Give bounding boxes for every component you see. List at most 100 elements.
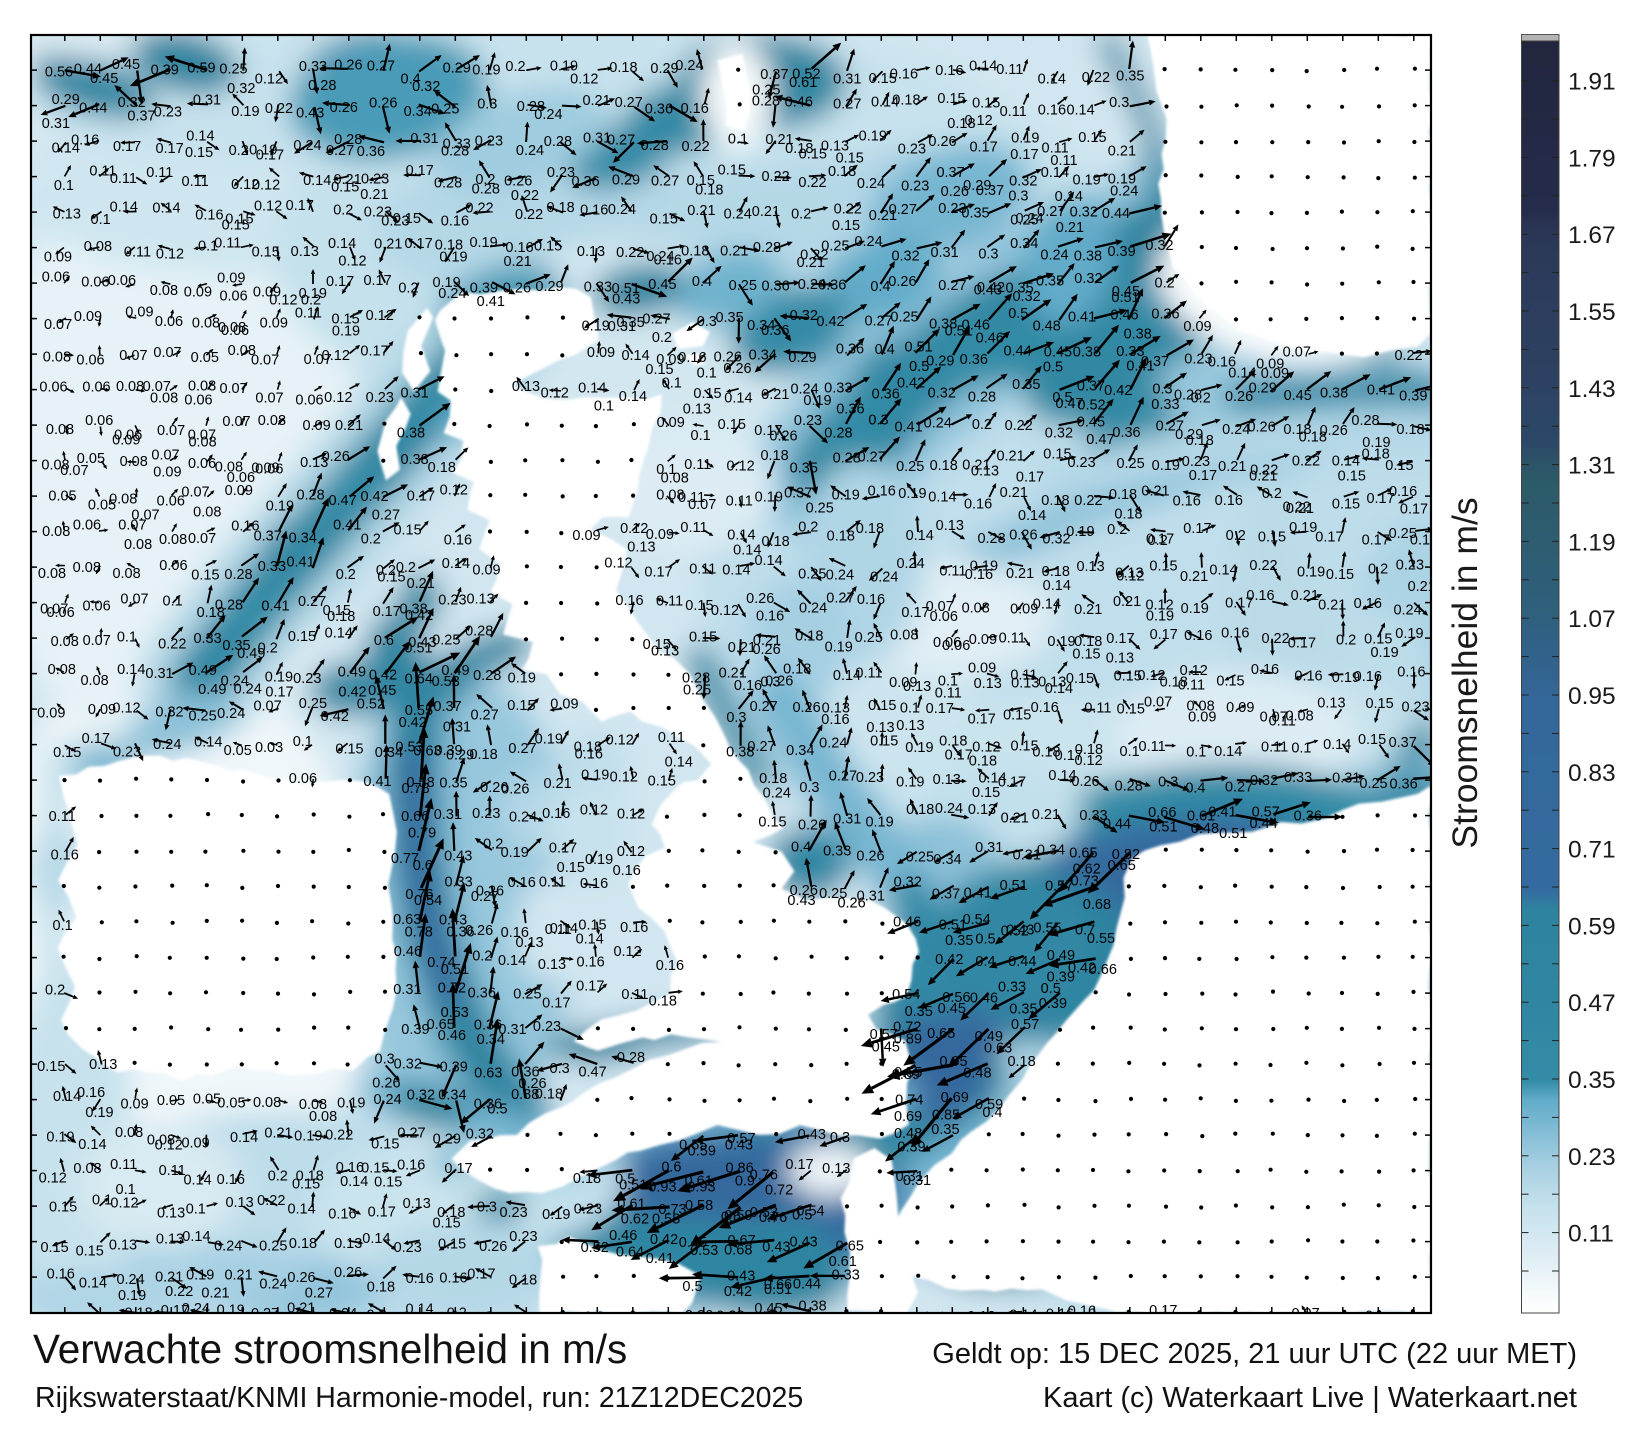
svg-text:0: 0: [1365, 1309, 1373, 1325]
svg-text:0.14: 0.14: [754, 553, 782, 569]
svg-text:0.25: 0.25: [683, 682, 711, 698]
svg-text:0.25: 0.25: [432, 633, 460, 649]
svg-text:Rijkswaterstaat/KNMI Harmonie-: Rijkswaterstaat/KNMI Harmonie-model, run…: [35, 1382, 803, 1414]
svg-text:0.28: 0.28: [1174, 388, 1202, 404]
svg-text:0.39: 0.39: [470, 280, 498, 296]
svg-text:0.14: 0.14: [186, 129, 214, 145]
svg-text:0.36: 0.36: [468, 986, 496, 1002]
svg-text:0.09: 0.09: [969, 632, 997, 648]
svg-text:0.06: 0.06: [82, 598, 110, 614]
svg-text:0.43: 0.43: [408, 635, 436, 651]
svg-text:0.19: 0.19: [1297, 565, 1325, 581]
svg-text:0.36: 0.36: [818, 277, 846, 293]
svg-text:0.57: 0.57: [1045, 878, 1073, 894]
svg-text:0.47: 0.47: [328, 493, 356, 509]
svg-text:0.17: 0.17: [161, 1303, 189, 1319]
svg-text:1.07: 1.07: [1568, 606, 1616, 633]
svg-text:0.49: 0.49: [189, 663, 217, 679]
svg-text:0.26: 0.26: [330, 100, 358, 116]
svg-text:0.13: 0.13: [1115, 566, 1143, 582]
svg-text:0.16: 0.16: [397, 1158, 425, 1174]
svg-text:0.25: 0.25: [1389, 526, 1417, 542]
svg-text:0.41: 0.41: [894, 420, 922, 436]
svg-text:0.16: 0.16: [656, 958, 684, 974]
svg-text:0.32: 0.32: [928, 386, 956, 402]
svg-text:0.44: 0.44: [793, 1277, 821, 1293]
svg-text:0.5: 0.5: [487, 1102, 507, 1118]
svg-text:0.15: 0.15: [758, 815, 786, 831]
svg-text:0.21: 0.21: [1291, 588, 1319, 604]
svg-text:0.21: 0.21: [752, 204, 780, 220]
svg-text:0.5: 0.5: [682, 1279, 702, 1295]
svg-text:0.16: 0.16: [439, 1270, 467, 1286]
svg-text:0.12: 0.12: [440, 482, 468, 498]
svg-text:0.2: 0.2: [1368, 562, 1388, 578]
svg-text:0.61: 0.61: [789, 75, 817, 91]
svg-text:0.62: 0.62: [621, 1212, 649, 1228]
svg-text:0.14: 0.14: [1214, 744, 1242, 760]
svg-text:0.06: 0.06: [295, 393, 323, 409]
svg-text:0.29: 0.29: [1175, 427, 1203, 443]
svg-text:0.21: 0.21: [1000, 485, 1028, 501]
svg-text:0.12: 0.12: [711, 603, 739, 619]
svg-text:0.4: 0.4: [975, 954, 995, 970]
svg-text:0.45: 0.45: [872, 1039, 900, 1055]
svg-text:0.59: 0.59: [724, 1208, 752, 1224]
svg-text:0.26: 0.26: [369, 95, 397, 111]
svg-text:0.09: 0.09: [74, 309, 102, 325]
svg-text:0.19: 0.19: [501, 845, 529, 861]
svg-text:0.13: 0.13: [334, 1236, 362, 1252]
svg-text:0.08: 0.08: [309, 1109, 337, 1125]
svg-text:0.07: 0.07: [222, 414, 250, 430]
svg-text:0.21: 0.21: [962, 457, 990, 473]
svg-text:1.55: 1.55: [1568, 299, 1616, 326]
svg-text:0.42: 0.42: [338, 684, 366, 700]
svg-text:0.08: 0.08: [192, 316, 220, 332]
svg-text:0.09: 0.09: [225, 483, 253, 499]
svg-text:Kaart (c) Waterkaart Live | Wa: Kaart (c) Waterkaart Live | Waterkaart.n…: [1043, 1382, 1577, 1414]
svg-text:0.1: 0.1: [1291, 741, 1311, 757]
svg-text:0.33: 0.33: [299, 59, 327, 75]
svg-text:0.33: 0.33: [258, 559, 286, 575]
svg-text:0.26: 0.26: [476, 884, 504, 900]
svg-text:0.27: 0.27: [298, 594, 326, 610]
svg-text:0.17: 0.17: [1400, 502, 1428, 518]
svg-text:0.18: 0.18: [1186, 433, 1214, 449]
svg-text:0.26: 0.26: [501, 782, 529, 798]
svg-text:0.37: 0.37: [976, 183, 1004, 199]
svg-text:0.17: 0.17: [1366, 491, 1394, 507]
svg-text:0.23: 0.23: [499, 1205, 527, 1221]
svg-text:0.12: 0.12: [570, 71, 598, 87]
svg-text:0.09: 0.09: [88, 702, 116, 718]
svg-text:0.15: 0.15: [1385, 458, 1413, 474]
svg-text:0.1: 0.1: [728, 131, 748, 147]
svg-text:0.49: 0.49: [237, 646, 265, 662]
svg-text:0.17: 0.17: [1106, 631, 1134, 647]
svg-text:0.31: 0.31: [833, 812, 861, 828]
svg-text:0.49: 0.49: [975, 1029, 1003, 1045]
svg-text:0.09: 0.09: [1183, 319, 1211, 335]
svg-text:1.79: 1.79: [1568, 145, 1616, 172]
svg-text:0.26: 0.26: [1225, 389, 1253, 405]
svg-text:0.19: 0.19: [1152, 458, 1180, 474]
svg-text:0.22: 0.22: [257, 1193, 285, 1209]
svg-text:0.27: 0.27: [826, 591, 854, 607]
svg-text:0.11: 0.11: [996, 62, 1023, 78]
svg-text:0.14: 0.14: [340, 1174, 368, 1190]
svg-text:0.19: 0.19: [231, 104, 259, 120]
svg-text:0.19: 0.19: [1047, 634, 1075, 650]
svg-text:0.16: 0.16: [505, 240, 533, 256]
svg-text:0.19: 0.19: [825, 639, 853, 655]
svg-text:0.24: 0.24: [214, 1239, 242, 1255]
svg-text:0.21: 0.21: [1249, 468, 1277, 484]
svg-text:0.08: 0.08: [150, 391, 178, 407]
svg-text:0.2: 0.2: [229, 143, 249, 159]
svg-text:0.16: 0.16: [542, 806, 570, 822]
svg-text:0.31: 0.31: [833, 72, 861, 88]
svg-text:0.5: 0.5: [1052, 390, 1072, 406]
svg-text:0.24: 0.24: [799, 600, 827, 616]
svg-text:0.07: 0.07: [688, 497, 716, 513]
svg-text:0.09: 0.09: [125, 305, 153, 321]
svg-text:0.17: 0.17: [1315, 530, 1343, 546]
svg-text:0.29: 0.29: [1249, 381, 1277, 397]
